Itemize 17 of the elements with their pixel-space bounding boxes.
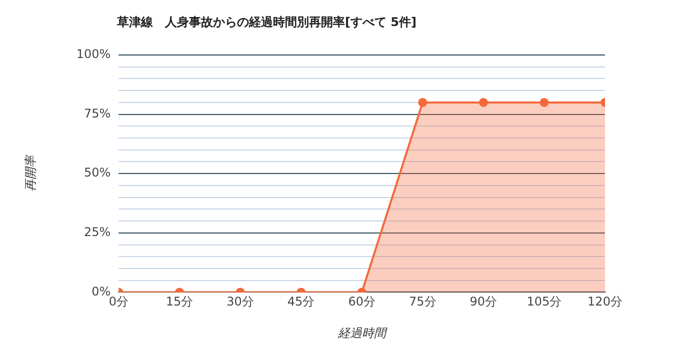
- x-axis-title: 経過時間: [336, 326, 388, 340]
- x-tick-label: 15分: [166, 294, 194, 309]
- y-tick-label: 0%: [92, 284, 111, 298]
- x-tick-label: 90分: [470, 294, 498, 309]
- x-tick-label: 105分: [526, 294, 562, 309]
- y-tick-label: 50%: [84, 166, 111, 180]
- x-tick-label: 30分: [226, 294, 254, 309]
- x-tick-label: 120分: [588, 294, 622, 309]
- y-tick-label: 25%: [84, 225, 111, 240]
- y-axis-title: 再開率: [23, 154, 38, 192]
- x-tick-label: 60分: [348, 294, 376, 309]
- x-tick-label: 0分: [108, 294, 129, 309]
- y-tick-label: 100%: [76, 47, 111, 62]
- x-tick-label: 45分: [287, 294, 315, 309]
- x-tick-label: 75分: [409, 294, 436, 309]
- y-tick-label: 75%: [84, 106, 111, 120]
- chart-title: 草津線 人身事故からの経過時間別再開率[すべて 5件]: [117, 14, 416, 31]
